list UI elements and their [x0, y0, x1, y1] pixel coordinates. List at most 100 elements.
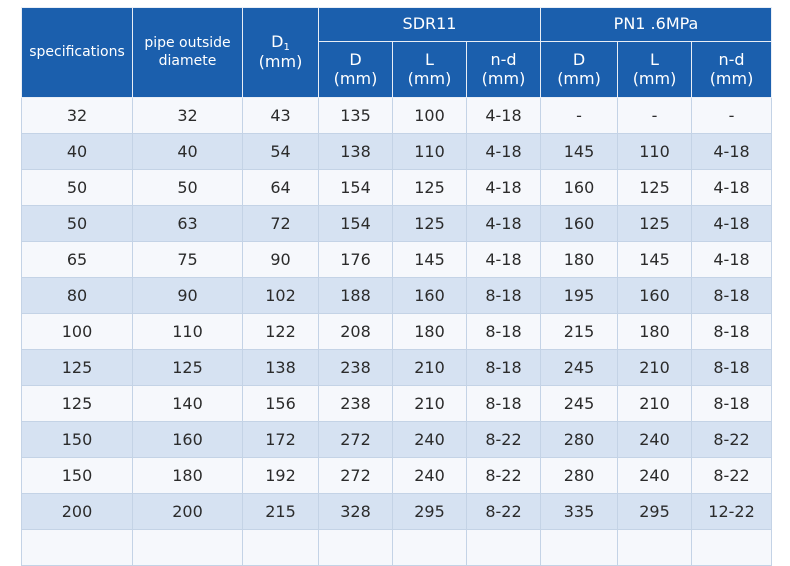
table-row: 65 75 90 176 145 4-18 180 145 4-18	[21, 241, 773, 278]
cell-pipe-outside-diameter: 180	[132, 457, 243, 494]
col-header-pn-d: D (mm)	[540, 41, 619, 98]
cell-sdr-l: 295	[392, 493, 467, 530]
cell-sdr-d: 188	[318, 277, 393, 314]
cell-specification: 125	[21, 349, 133, 386]
cell-d1	[242, 529, 319, 566]
cell-sdr-nd: 4-18	[465, 205, 542, 242]
col-header-sdr-nd: n-d (mm)	[465, 41, 542, 98]
cell-d1: 64	[242, 169, 319, 206]
cell-pn-nd: 8-18	[691, 313, 773, 350]
cell-sdr-l: 210	[392, 385, 467, 422]
table-row: 150 160 172 272 240 8-22 280 240 8-22	[21, 421, 773, 458]
pn-d-unit: (mm)	[557, 68, 601, 88]
cell-d1: 102	[242, 277, 319, 314]
col-header-sdr-l: L (mm)	[392, 41, 467, 98]
cell-pn-l: 110	[617, 133, 693, 170]
cell-pn-d: 215	[540, 313, 619, 350]
pn-d-label: D	[572, 49, 586, 69]
cell-sdr-d: 272	[318, 457, 393, 494]
cell-sdr-l	[392, 529, 467, 566]
pipe-outside-label: pipe outside	[144, 35, 231, 51]
cell-pipe-outside-diameter: 32	[132, 97, 243, 134]
table-row: 125 140 156 238 210 8-18 245 210 8-18	[21, 385, 773, 422]
cell-pipe-outside-diameter: 50	[132, 169, 243, 206]
cell-pn-l	[617, 529, 693, 566]
cell-specification: 150	[21, 421, 133, 458]
cell-pn-l: 125	[617, 169, 693, 206]
cell-pn-l: 125	[617, 205, 693, 242]
pn-nd-label: n-d	[718, 49, 745, 69]
table-row: 100 110 122 208 180 8-18 215 180 8-18	[21, 313, 773, 350]
col-header-pipe-outside-diameter: pipe outside diamete	[132, 7, 243, 98]
cell-specification: 40	[21, 133, 133, 170]
cell-pn-nd: 8-22	[691, 457, 773, 494]
cell-specification: 50	[21, 205, 133, 242]
cell-pn-nd: -	[691, 97, 773, 134]
sdr-d-label: D	[349, 49, 362, 69]
cell-pn-nd: 8-18	[691, 349, 773, 386]
sdr11-label: SDR11	[402, 14, 457, 34]
cell-sdr-d	[318, 529, 393, 566]
cell-d1: 54	[242, 133, 319, 170]
cell-pipe-outside-diameter: 110	[132, 313, 243, 350]
cell-pn-d: 280	[540, 421, 619, 458]
cell-sdr-nd: 4-18	[465, 97, 542, 134]
cell-pn-l: 210	[617, 349, 693, 386]
cell-pn-d: 195	[540, 277, 619, 314]
cell-pn-d: 145	[540, 133, 619, 170]
table-row: 32 32 43 135 100 4-18- - -	[21, 97, 773, 134]
cell-pn-d: 180	[540, 241, 619, 278]
cell-sdr-l: 100	[392, 97, 467, 134]
cell-pn-l: 240	[617, 457, 693, 494]
cell-pn-l: -	[617, 97, 693, 134]
cell-pn-nd: 4-18	[691, 133, 773, 170]
pn-nd-unit: (mm)	[709, 68, 754, 88]
cell-sdr-l: 145	[392, 241, 467, 278]
cell-d1: 172	[242, 421, 319, 458]
spec-table-container: specifications pipe outside diamete D1 (…	[21, 7, 773, 566]
col-header-pn-nd: n-d (mm)	[691, 41, 773, 98]
cell-pn-nd: 8-22	[691, 421, 773, 458]
sdr-d-unit: (mm)	[333, 68, 378, 88]
group-header-pn16: PN1 .6MPa	[540, 7, 773, 42]
pipe-diameter-label: diamete	[158, 52, 217, 69]
cell-specification: 200	[21, 493, 133, 530]
cell-sdr-l: 180	[392, 313, 467, 350]
cell-d1: 156	[242, 385, 319, 422]
cell-d1: 122	[242, 313, 319, 350]
table-header: specifications pipe outside diamete D1 (…	[21, 7, 773, 98]
cell-pn-d: -	[540, 97, 619, 134]
cell-pipe-outside-diameter	[132, 529, 243, 566]
cell-pipe-outside-diameter: 63	[132, 205, 243, 242]
sdr-l-unit: (mm)	[407, 68, 452, 88]
cell-sdr-l: 110	[392, 133, 467, 170]
cell-d1: 215	[242, 493, 319, 530]
cell-sdr-d: 208	[318, 313, 393, 350]
specifications-label: specifications	[29, 43, 125, 60]
cell-pn-l: 160	[617, 277, 693, 314]
cell-specification: 50	[21, 169, 133, 206]
cell-sdr-nd: 8-22	[465, 457, 542, 494]
cell-sdr-l: 125	[392, 169, 467, 206]
cell-specification: 150	[21, 457, 133, 494]
sdr-l-label: L	[425, 49, 434, 69]
cell-sdr-d: 238	[318, 385, 393, 422]
cell-pipe-outside-diameter: 125	[132, 349, 243, 386]
cell-specification: 32	[21, 97, 133, 134]
cell-specification: 100	[21, 313, 133, 350]
cell-sdr-nd: 8-18	[465, 277, 542, 314]
cell-sdr-d: 176	[318, 241, 393, 278]
cell-sdr-d: 272	[318, 421, 393, 458]
col-header-pn-l: L (mm)	[617, 41, 693, 98]
cell-sdr-nd: 8-22	[465, 493, 542, 530]
cell-sdr-nd: 4-18	[465, 241, 542, 278]
cell-sdr-d: 238	[318, 349, 393, 386]
cell-pn-l: 180	[617, 313, 693, 350]
cell-sdr-d: 138	[318, 133, 393, 170]
cell-sdr-l: 240	[392, 421, 467, 458]
cell-pn-d: 160	[540, 169, 619, 206]
cell-pn-nd: 8-18	[691, 385, 773, 422]
cell-pn-l: 145	[617, 241, 693, 278]
cell-pn-d: 245	[540, 385, 619, 422]
cell-pipe-outside-diameter: 200	[132, 493, 243, 530]
